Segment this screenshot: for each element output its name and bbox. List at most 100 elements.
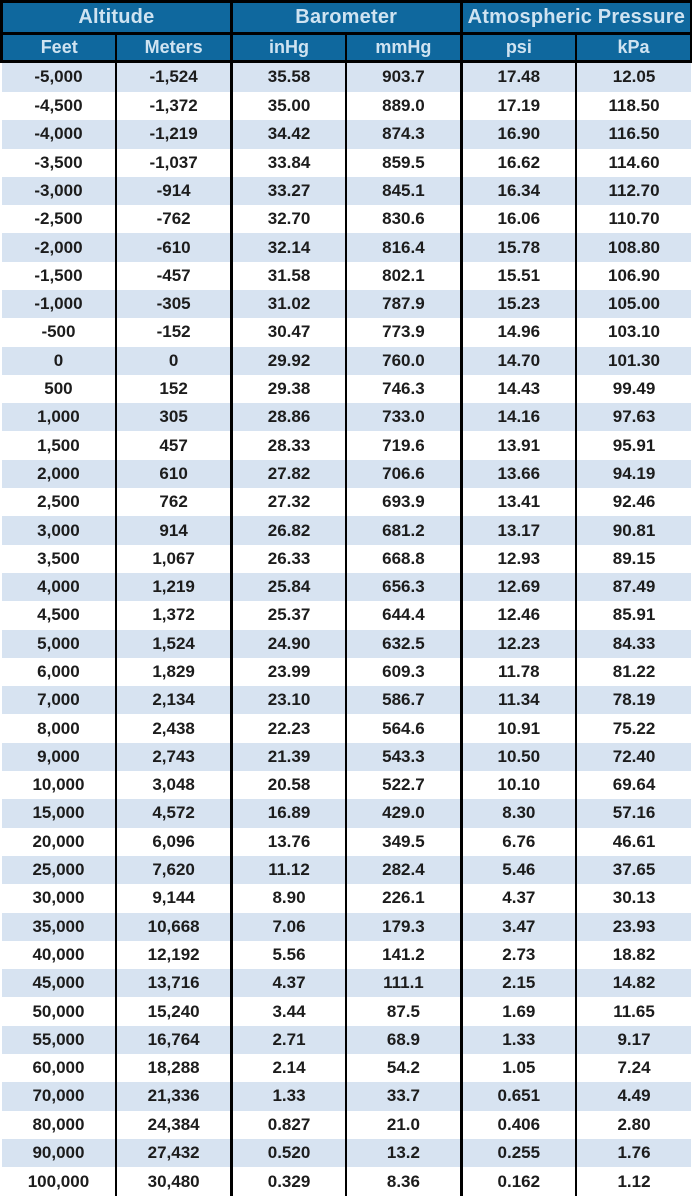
table-row: -3,500 -1,037 33.84 859.5 16.62 114.60	[1, 148, 691, 177]
table-cell: 28.33	[231, 431, 348, 460]
table-cell: 693.9	[346, 488, 463, 517]
table-row: 0 0 29.92 760.0 14.70 101.30	[1, 346, 691, 375]
table-cell: 16.89	[231, 799, 348, 828]
table-header: Altitude Barometer Atmospheric Pressure …	[0, 0, 692, 63]
table-cell: 282.4	[346, 855, 463, 885]
table-cell: 87.49	[612, 577, 656, 597]
table-cell: 25,000	[1, 855, 118, 885]
table-cell: 9,000	[1, 742, 118, 772]
table-cell: 787.9	[346, 290, 463, 319]
column-group-atmospheric-pressure: Atmospheric Pressure	[461, 0, 692, 34]
table-cell: 12.93	[461, 544, 578, 573]
table-cell: 5.56	[231, 940, 348, 970]
table-cell: -1,000	[1, 290, 118, 319]
table-group-header-row: Altitude Barometer Atmospheric Pressure	[0, 0, 692, 34]
table-cell: 15.23	[461, 290, 578, 319]
table-row: 30,000 9,144 8.90 226.1 4.37 30.13	[1, 884, 691, 913]
table-cell: 1.33	[231, 1082, 348, 1111]
table-cell: 11.78	[461, 657, 578, 687]
table-cell: 8.30	[461, 799, 578, 828]
table-cell: 349.5	[346, 827, 463, 856]
table-cell: 35.00	[231, 91, 348, 121]
table-cell: 25.37	[231, 601, 348, 630]
table-cell: 45,000	[1, 969, 118, 998]
table-row: 55,000 16,764 2.71 68.9 1.33 9.17	[1, 1025, 691, 1055]
table-cell: 7,000	[1, 686, 118, 715]
table-cell: 3.44	[231, 997, 348, 1026]
table-cell: 6.76	[461, 827, 578, 856]
table-cell: 2.73	[461, 940, 578, 970]
table-cell: 845.1	[346, 176, 463, 206]
table-cell: 0.255	[461, 1138, 578, 1168]
table-cell: 1.69	[461, 997, 578, 1026]
table-row: 80,000 24,384 0.827 21.0 0.406 2.80	[1, 1110, 691, 1139]
table-cell: 18.82	[612, 944, 656, 964]
table-subheader-row: Feet Meters inHg mmHg psi kPa	[0, 32, 692, 63]
table-cell: 84.33	[612, 633, 656, 653]
table-cell: 586.7	[346, 686, 463, 715]
table-cell: 859.5	[346, 148, 463, 177]
table-row: 45,000 13,716 4.37 111.1 2.15 14.82	[1, 969, 691, 998]
table-cell: 13.76	[231, 827, 348, 856]
table-cell: 78.19	[612, 690, 656, 710]
table-cell: 632.5	[346, 629, 463, 658]
table-cell: 0	[116, 346, 233, 375]
column-header-meters: Meters	[116, 32, 233, 63]
table-row: 3,000 914 26.82 681.2 13.17 90.81	[1, 516, 691, 545]
table-cell: 7,620	[116, 855, 233, 885]
table-cell: 1,500	[1, 431, 118, 460]
table-cell: 2,743	[116, 742, 233, 772]
table-cell: 27.32	[231, 488, 348, 517]
table-cell: -1,524	[116, 61, 233, 92]
table-cell: 4,572	[116, 799, 233, 828]
table-cell: 0.162	[461, 1167, 578, 1196]
table-cell: 27,432	[116, 1138, 233, 1168]
table-cell: 81.22	[612, 662, 656, 681]
table-cell: 89.15	[612, 548, 656, 568]
table-cell: 656.3	[346, 572, 463, 602]
table-row: 10,000 3,048 20.58 522.7 10.10 69.64	[1, 771, 691, 800]
table-cell: -5,000	[1, 61, 118, 92]
table-cell: 760.0	[346, 346, 463, 375]
table-cell: 2,000	[1, 459, 118, 489]
table-cell: 1,219	[116, 572, 233, 602]
table-cell: 70,000	[1, 1082, 118, 1111]
table-cell: 7.06	[231, 912, 348, 941]
table-cell: 3.47	[461, 912, 578, 941]
table-row: 60,000 18,288 2.14 54.2 1.05 7.24	[1, 1054, 691, 1083]
table-cell: 30.13	[612, 888, 656, 908]
table-cell: -305	[116, 290, 233, 319]
table-cell: 37.65	[612, 860, 656, 880]
table-cell: 21,336	[116, 1082, 233, 1111]
table-cell: 9,144	[116, 884, 233, 913]
table-cell: 13.91	[461, 431, 578, 460]
table-cell: 2.15	[461, 969, 578, 998]
table-cell: 8.36	[346, 1167, 463, 1196]
table-cell: 7.24	[617, 1058, 651, 1078]
table-row: 6,000 1,829 23.99 609.3 11.78 81.22	[1, 657, 691, 687]
table-cell: 1.33	[461, 1025, 578, 1055]
table-cell: 15.78	[461, 233, 578, 262]
table-row: 2,000 610 27.82 706.6 13.66 94.19	[1, 459, 691, 489]
table-cell: 29.92	[231, 346, 348, 375]
table-cell: 103.10	[608, 322, 661, 342]
table-cell: -914	[116, 176, 233, 206]
table-cell: 118.50	[608, 96, 660, 116]
table-cell: 15,240	[116, 997, 233, 1026]
table-cell: -457	[116, 261, 233, 290]
table-cell: 152	[116, 374, 233, 404]
table-cell: 11.65	[613, 1001, 655, 1021]
table-cell: 94.19	[612, 463, 656, 483]
table-cell: -1,037	[116, 148, 233, 177]
table-cell: 2,134	[116, 686, 233, 715]
table-row: 1,000 305 28.86 733.0 14.16 97.63	[1, 403, 691, 432]
table-cell: 644.4	[346, 601, 463, 630]
table-cell: 106.90	[608, 265, 661, 285]
table-cell: -1,219	[116, 120, 233, 149]
table-cell: -3,500	[1, 148, 118, 177]
table-row: -1,000 -305 31.02 787.9 15.23 105.00	[1, 290, 691, 319]
table-cell: 33.84	[231, 148, 348, 177]
table-cell: 12,192	[116, 940, 233, 970]
table-cell: 21.39	[231, 742, 348, 772]
column-header-feet: Feet	[0, 32, 118, 63]
